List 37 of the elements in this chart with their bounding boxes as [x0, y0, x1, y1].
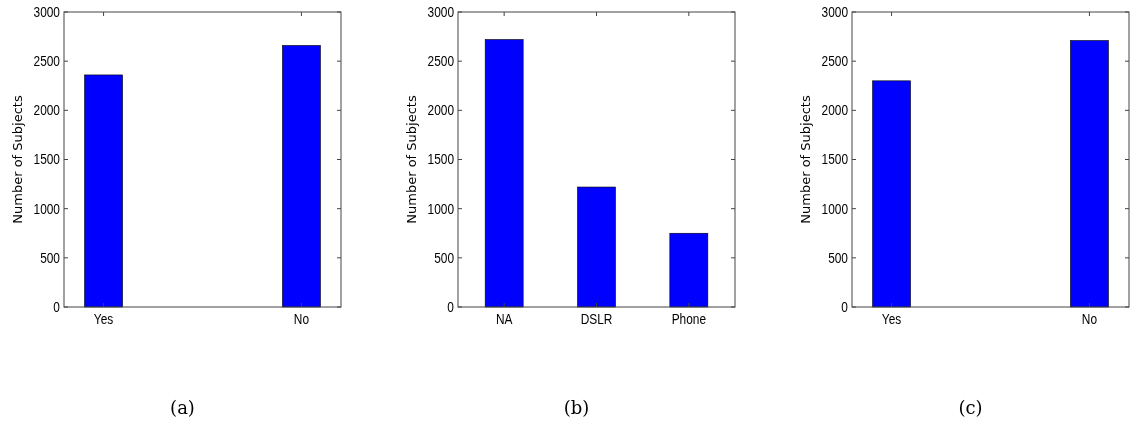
x-tick-label: No: [1081, 311, 1098, 328]
y-tick-label: 0: [447, 298, 454, 316]
text: (c): [958, 397, 983, 418]
x-tick-label: Yes: [881, 311, 902, 328]
y-tick-label: 2500: [33, 53, 60, 70]
y-tick-label: 2000: [33, 102, 60, 119]
y-tick-label: 2000: [821, 102, 848, 119]
x-tick-label: No: [293, 311, 310, 328]
x-tick-label: Yes: [93, 311, 114, 328]
x-tick-label: Phone: [671, 311, 707, 328]
text: (a): [170, 397, 195, 418]
y-tick-label: 500: [828, 249, 848, 266]
y-tick-label: 1000: [427, 200, 454, 217]
y-tick-label: 1500: [821, 151, 848, 168]
text: (b): [563, 397, 590, 418]
y-tick-label: 1000: [33, 200, 60, 217]
y-tick-label: 2500: [821, 53, 848, 70]
bar: [577, 186, 616, 308]
y-axis-title: Number of Subjects: [798, 95, 813, 224]
x-tick-label: DSLR: [580, 311, 613, 328]
y-tick-label: 3000: [33, 3, 60, 21]
bar: [484, 39, 524, 308]
y-tick-label: 3000: [427, 3, 454, 21]
y-axis-title: Number of Subjects: [404, 95, 419, 224]
y-tick-label: 1500: [427, 151, 454, 168]
bar: [669, 232, 709, 308]
y-axis-title: Number of Subjects: [10, 95, 25, 224]
y-tick-label: 0: [841, 298, 848, 316]
y-tick-label: 3000: [821, 3, 848, 21]
y-tick-label: 1500: [33, 151, 60, 168]
y-tick-label: 2500: [427, 53, 454, 70]
y-tick-label: 1000: [821, 200, 848, 217]
x-tick-label: NA: [495, 311, 513, 328]
y-tick-label: 0: [53, 298, 60, 316]
y-tick-label: 500: [434, 249, 454, 266]
y-tick-label: 2000: [427, 102, 454, 119]
y-tick-label: 500: [40, 249, 60, 266]
